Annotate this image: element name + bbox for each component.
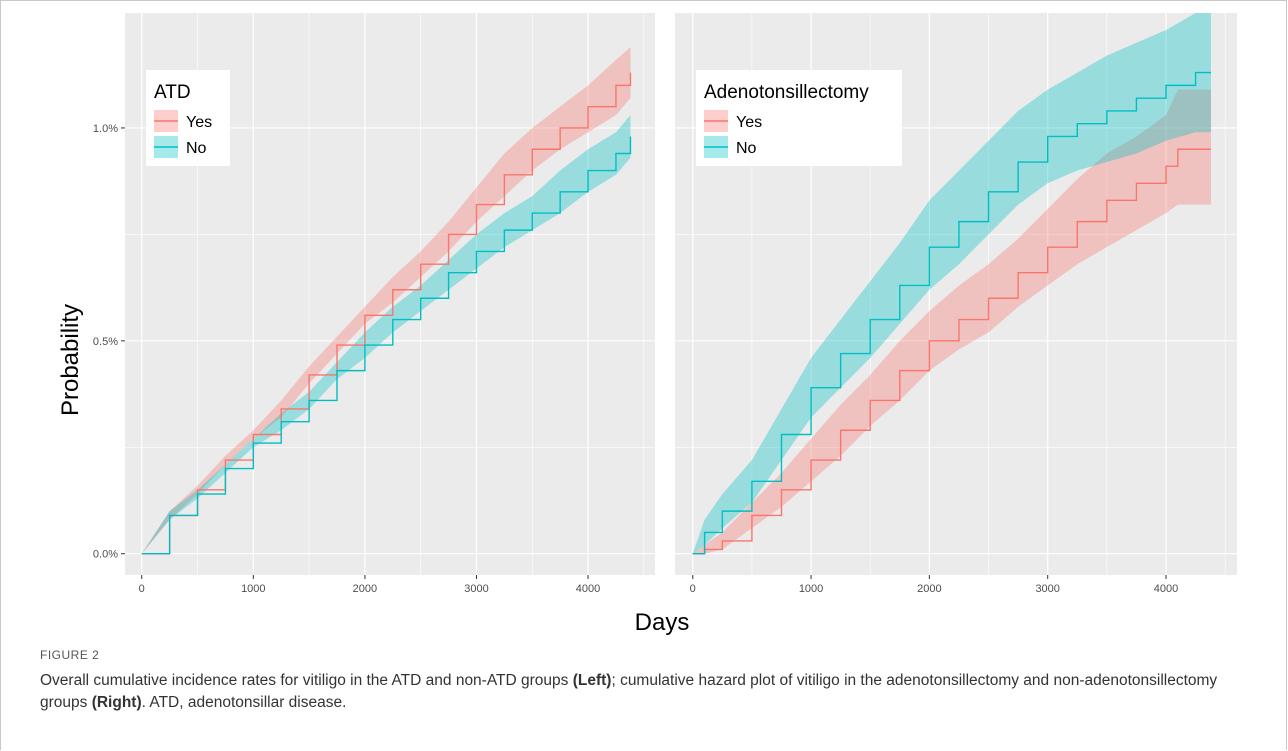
caption-text-3: . ATD, adenotonsillar disease. [141,694,347,711]
x-tick-label: 2000 [353,583,377,595]
caption-right-tag: (Right) [91,694,142,711]
x-tick-label: 4000 [576,583,600,595]
x-tick-label: 3000 [1035,583,1059,595]
series-line-no [692,71,1211,555]
y-axis-title: Probability [57,304,84,416]
series-line-no [141,136,632,555]
caption-text-2: ; cumulative hazard plot of vitiligo in … [40,672,1218,711]
y-tick-label: 0.5% [93,336,118,348]
series-line-yes [141,72,632,555]
legend-box [146,70,230,166]
legend-label: No [736,140,757,157]
x-tick-label: 3000 [464,583,488,595]
caption-left-tag: (Left) [572,672,612,689]
series-line-yes [692,148,1211,555]
confidence-band-yes [692,89,1211,554]
legend-title: ATD [154,82,191,103]
legend-label: No [186,140,207,157]
figure-caption: Overall cumulative incidence rates for v… [40,670,1250,714]
y-tick-label: 1.0% [93,123,118,135]
x-tick-label: 2000 [917,583,941,595]
confidence-band-no [692,13,1211,554]
x-tick-label: 0 [690,583,696,595]
legend-label: Yes [736,114,762,131]
confidence-band-no [141,115,631,554]
survival-chart: Probability Days 0 1000 2000 3000 4000 0.0% 0.… [57,13,1237,636]
x-tick-label: 1000 [799,583,823,595]
confidence-band-yes [141,47,631,554]
panel-left: 0 1000 2000 3000 4000 0.0% 0.5% 1.0% ATD Yes No [93,13,655,595]
x-tick-label: 1000 [241,583,265,595]
x-axis-title: Days [635,609,690,636]
panel-right: 0 1000 2000 3000 4000 Adenotonsillectomy Yes No [675,13,1237,595]
y-tick-label: 0.0% [93,549,118,561]
figure-label: FIGURE 2 [40,648,100,662]
legend-label: Yes [186,114,212,131]
legend-box [696,70,902,166]
x-tick-label: 4000 [1154,583,1178,595]
x-tick-label: 0 [139,583,145,595]
legend-title: Adenotonsillectomy [704,82,869,103]
caption-text-1: Overall cumulative incidence rates for v… [40,672,573,689]
